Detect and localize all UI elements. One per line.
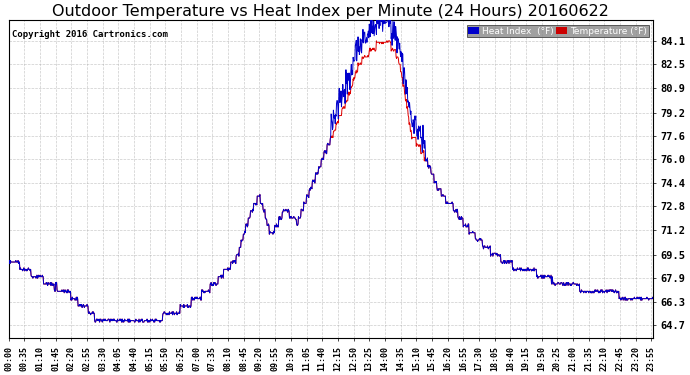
Legend: Heat Index  (°F), Temperature (°F): Heat Index (°F), Temperature (°F)	[466, 25, 649, 38]
Text: Copyright 2016 Cartronics.com: Copyright 2016 Cartronics.com	[12, 30, 168, 39]
Title: Outdoor Temperature vs Heat Index per Minute (24 Hours) 20160622: Outdoor Temperature vs Heat Index per Mi…	[52, 4, 609, 19]
